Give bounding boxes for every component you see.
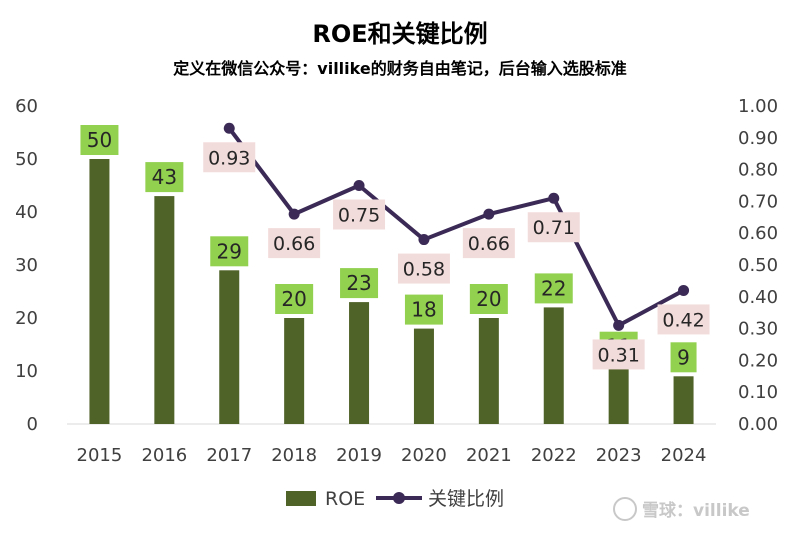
x-tick-label: 2021	[466, 445, 512, 466]
x-tick-label: 2020	[401, 445, 447, 466]
bar-roe	[543, 307, 564, 424]
legend-label-roe: ROE	[325, 488, 365, 510]
y-left-tick-label: 50	[15, 149, 38, 170]
legend-marker-key-ratio	[393, 492, 405, 504]
line-data-label: 0.66	[273, 233, 315, 255]
line-data-label: 0.93	[208, 147, 250, 169]
watermark-text: 雪球：villike	[642, 501, 750, 521]
x-tick-label: 2017	[206, 445, 252, 466]
bar-data-label: 9	[677, 345, 690, 369]
y-right-tick-label: 0.20	[738, 350, 778, 371]
y-right-tick-label: 0.60	[738, 223, 778, 244]
bar-label-box	[340, 268, 379, 299]
x-tick-label: 2023	[596, 445, 642, 466]
bar-data-label: 50	[87, 128, 112, 152]
y-left-tick-label: 10	[15, 361, 38, 382]
x-tick-label: 2022	[531, 445, 577, 466]
line-data-label: 0.31	[597, 344, 639, 366]
x-tick-label: 2016	[141, 445, 187, 466]
y-left-tick-label: 20	[15, 308, 38, 329]
line-data-label: 0.58	[403, 259, 445, 281]
line-point-key-ratio	[353, 180, 365, 191]
line-point-key-ratio	[548, 192, 560, 204]
line-label-box	[203, 142, 256, 173]
bar-label-box	[670, 342, 697, 373]
x-tick-label: 2015	[77, 445, 123, 466]
x-tick-label: 2019	[336, 445, 382, 466]
watermark-logo-icon	[613, 497, 637, 521]
y-right-tick-label: 0.90	[738, 128, 778, 149]
line-point-key-ratio	[483, 208, 495, 220]
y-left-tick-label: 40	[15, 202, 38, 223]
line-point-key-ratio	[678, 284, 690, 296]
bar-data-label: 23	[346, 271, 371, 295]
bar-roe	[349, 302, 370, 424]
y-right-tick-label: 0.00	[738, 414, 778, 435]
bar-label-box	[145, 162, 184, 193]
line-point-key-ratio	[613, 319, 625, 331]
y-right-tick-label: 0.30	[738, 319, 778, 340]
line-data-label: 0.66	[468, 233, 510, 255]
line-label-box	[333, 199, 386, 230]
y-right-tick-label: 0.70	[738, 191, 778, 212]
bar-data-label: 43	[152, 165, 177, 189]
line-point-key-ratio	[418, 234, 430, 246]
bar-roe	[413, 328, 434, 424]
bar-roe	[478, 318, 499, 424]
bar-roe	[608, 365, 629, 424]
line-data-label: 0.42	[662, 309, 704, 331]
bar-data-label: 20	[476, 287, 501, 311]
bar-roe	[673, 376, 694, 424]
bar-roe	[284, 318, 305, 424]
bar-data-label: 20	[281, 287, 306, 311]
bar-label-box	[404, 294, 443, 325]
bar-data-label: 18	[411, 298, 436, 322]
bar-label-box	[80, 125, 119, 155]
chart-subtitle: 定义在微信公众号：villike的财务自由笔记，后台输入选股标准	[173, 59, 627, 78]
line-label-box	[527, 212, 580, 243]
line-label-box	[397, 253, 450, 284]
bar-label-box	[534, 273, 573, 304]
chart-title: ROE和关键比例	[312, 20, 488, 48]
y-left-tick-label: 0	[27, 414, 38, 435]
bar-roe	[154, 196, 175, 424]
line-key-ratio	[227, 127, 685, 328]
bar-roe	[89, 159, 110, 424]
line-label-box	[462, 228, 515, 259]
x-tick-label: 2024	[661, 445, 707, 466]
line-label-box	[268, 228, 321, 259]
line-point-key-ratio	[223, 122, 235, 134]
x-tick-label: 2018	[271, 445, 317, 466]
bar-roe	[219, 270, 240, 424]
line-data-label: 0.75	[338, 205, 380, 227]
y-right-tick-label: 0.10	[738, 382, 778, 403]
line-point-key-ratio	[288, 208, 300, 220]
bar-label-box	[275, 284, 314, 314]
line-label-box	[657, 304, 710, 335]
y-left-tick-label: 30	[15, 255, 38, 276]
bar-data-label: 29	[217, 239, 242, 263]
y-right-tick-label: 0.40	[738, 287, 778, 308]
line-label-box	[592, 339, 645, 370]
legend-swatch-roe	[286, 491, 316, 506]
bar-label-box	[469, 284, 508, 314]
bar-data-label: 22	[541, 276, 566, 300]
line-data-label: 0.71	[533, 217, 575, 239]
y-right-tick-label: 0.80	[738, 160, 778, 181]
y-right-tick-label: 0.50	[738, 255, 778, 276]
y-left-tick-label: 60	[15, 96, 38, 117]
bar-label-box	[210, 236, 249, 267]
y-right-tick-label: 1.00	[738, 96, 778, 117]
legend-label-key-ratio: 关键比例	[428, 488, 504, 510]
